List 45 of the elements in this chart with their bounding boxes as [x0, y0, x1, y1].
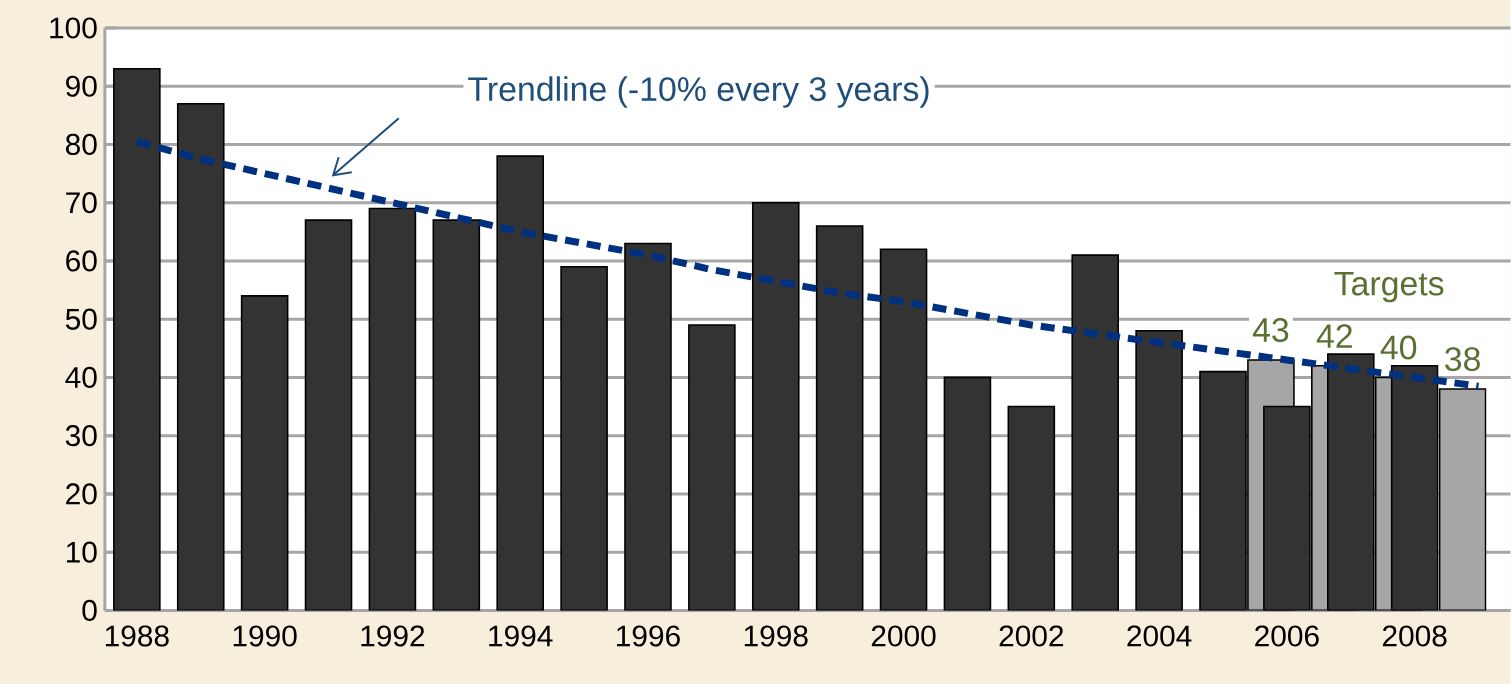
y-tick-label: 90: [66, 75, 97, 97]
data-label: 38: [1445, 346, 1480, 371]
x-tick-label: 1996: [617, 625, 680, 647]
y-tick-label: 0: [82, 599, 97, 621]
bar: [688, 324, 736, 611]
x-tick-label: 2000: [871, 625, 936, 647]
y-tick-label: 80: [65, 133, 97, 155]
data-label: 42: [1316, 324, 1352, 348]
bar: [176, 102, 225, 611]
x-tick-label: 1998: [744, 625, 808, 647]
data-label: 43: [1252, 317, 1289, 342]
y-tick-label: 60: [66, 250, 97, 272]
y-tick-label: 30: [65, 424, 97, 447]
x-tick-label: 1988: [105, 625, 169, 647]
bar: [751, 201, 800, 611]
bar: [240, 294, 289, 611]
annotation: Targets: [1334, 271, 1444, 303]
bar: [1071, 254, 1120, 611]
bar: [879, 248, 928, 611]
x-tick-label: 2006: [1255, 625, 1319, 647]
bar: [113, 67, 161, 611]
x-tick-label: 2004: [1127, 625, 1192, 647]
x-tick-label: 2002: [999, 625, 1064, 647]
data-label: 40: [1380, 335, 1417, 360]
y-tick-label: 20: [66, 483, 97, 505]
bar: [815, 225, 864, 611]
bar: [432, 219, 481, 611]
bar: [624, 242, 672, 611]
x-tick-label: 1994: [489, 625, 553, 647]
bar: [1135, 329, 1183, 611]
x-tick-label: 1990: [233, 625, 297, 647]
y-tick-label: 40: [65, 366, 97, 388]
y-tick-label: 10: [66, 541, 97, 563]
y-tick-label: 100: [50, 17, 97, 39]
y-tick-label: 50: [65, 308, 97, 330]
x-tick-label: 1992: [361, 625, 425, 647]
bar: [943, 376, 992, 611]
bar: [304, 219, 353, 611]
y-tick-label: 70: [66, 191, 97, 214]
bar: [1007, 405, 1056, 611]
bar: [496, 155, 544, 611]
x-tick-label: 2008: [1382, 625, 1447, 647]
bar: [368, 207, 417, 611]
bar: [560, 265, 608, 611]
annotation: Trendline (-10% every 3 years): [468, 76, 929, 108]
